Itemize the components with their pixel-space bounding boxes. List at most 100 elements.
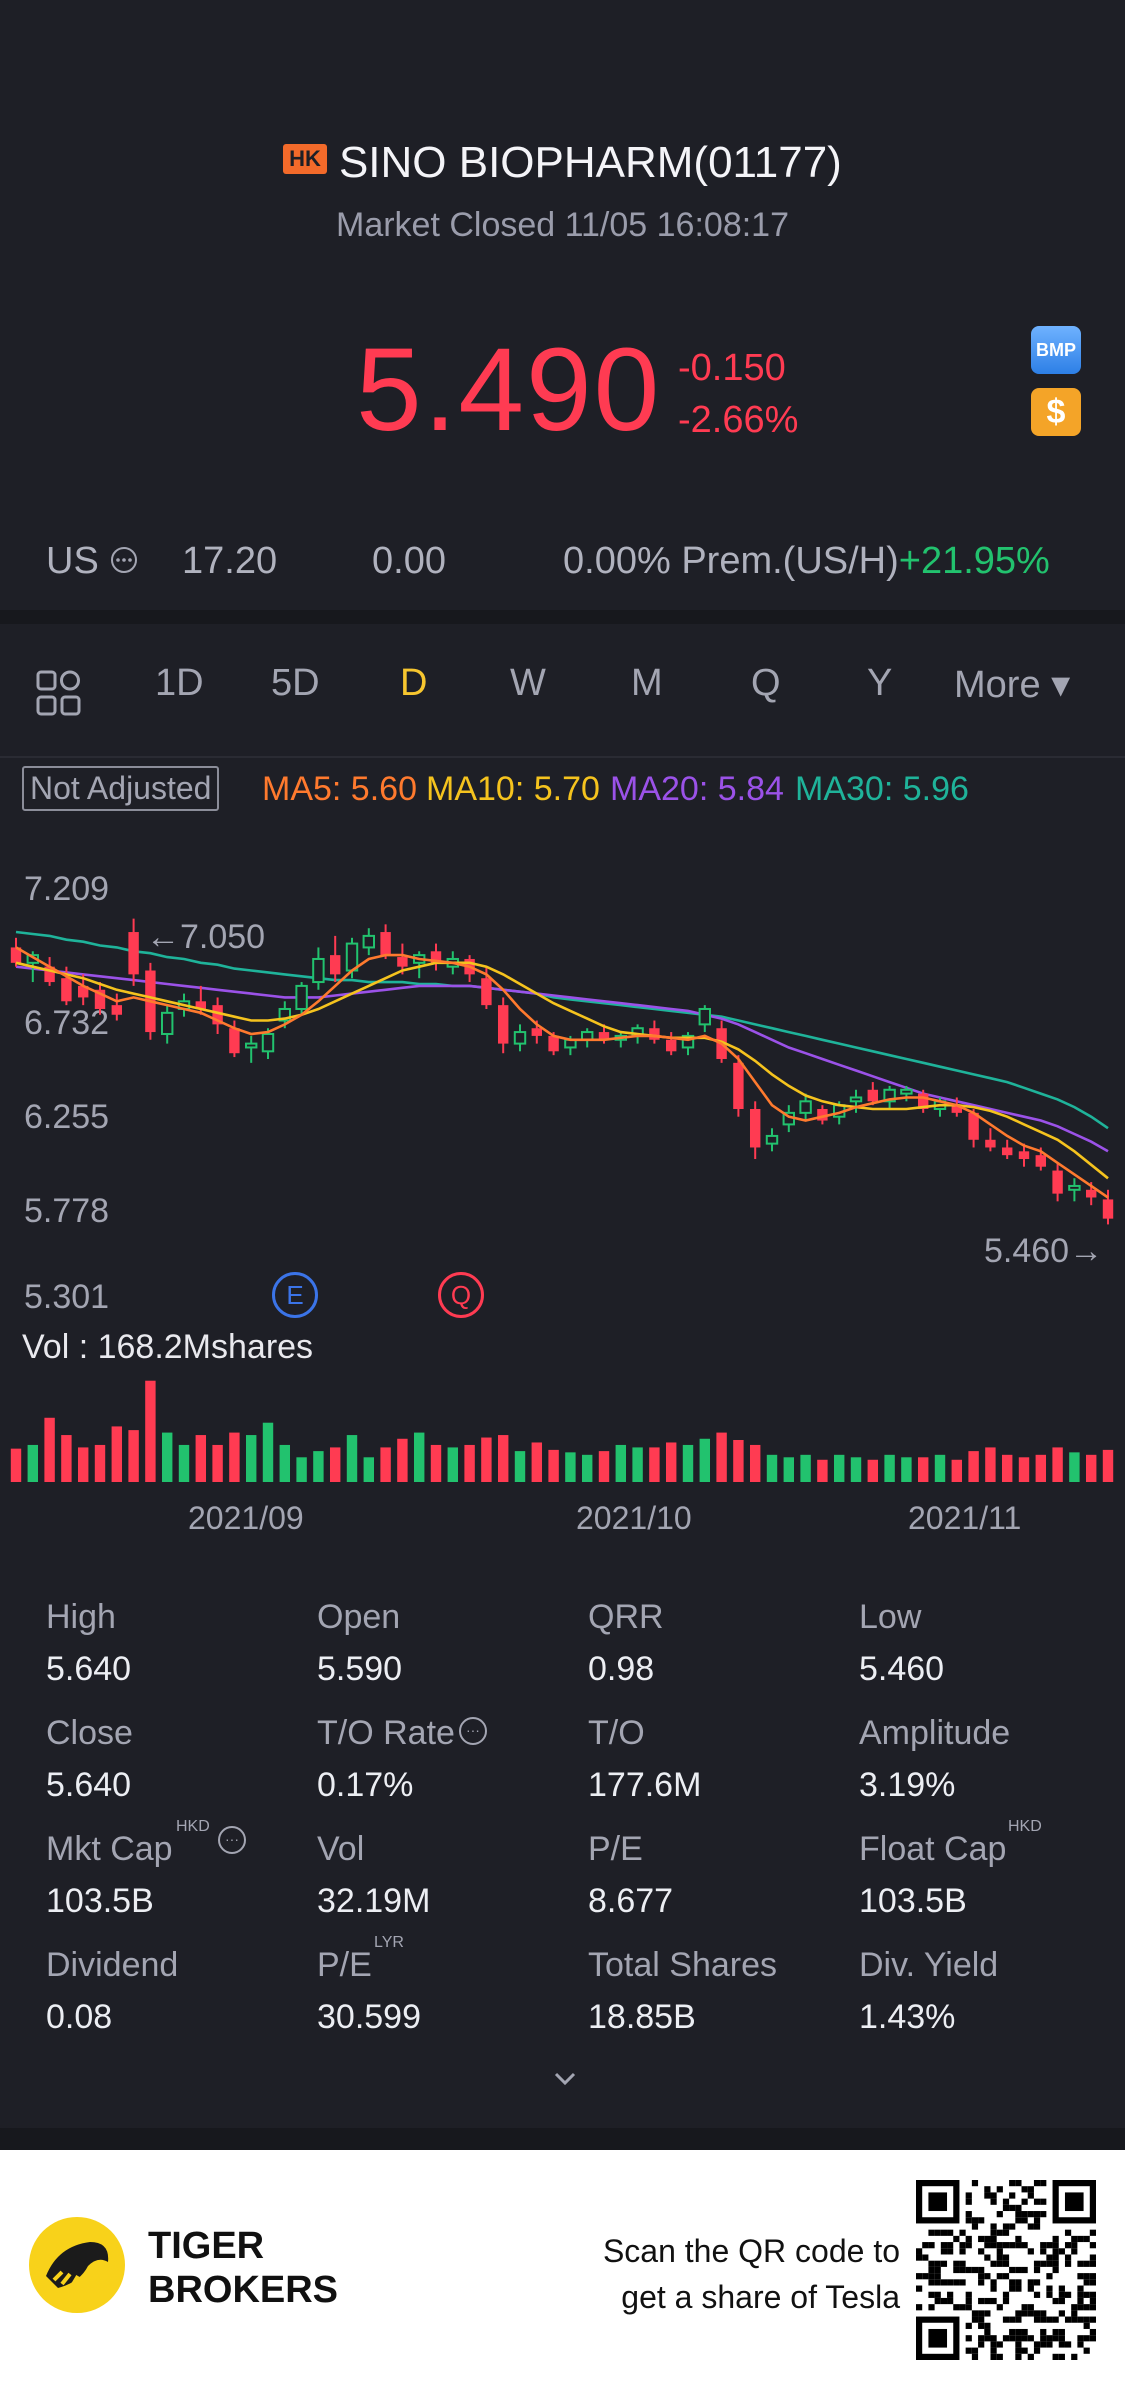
volume-bar: [161, 1432, 173, 1482]
mkt-cap-text: Mkt Cap: [46, 1830, 173, 1868]
candle: [212, 997, 223, 1034]
qr-module: [1002, 2254, 1010, 2261]
tab-month[interactable]: M: [631, 662, 663, 704]
candle-body: [244, 1042, 258, 1049]
qr-module: [1027, 2353, 1034, 2360]
candle: [817, 1105, 828, 1125]
qr-module: [1089, 2335, 1096, 2342]
us-listing-label[interactable]: US: [46, 540, 139, 583]
quarterly-event-icon[interactable]: Q: [438, 1272, 484, 1318]
qr-module: [978, 2279, 985, 2286]
stat-label-turnover-rate[interactable]: T/O Rate ···: [317, 1714, 487, 1753]
qr-module: [953, 2279, 960, 2286]
bmp-icon[interactable]: BMP: [1031, 326, 1081, 374]
tab-day[interactable]: D: [400, 662, 428, 704]
qr-module: [1046, 2254, 1053, 2261]
candle-body: [765, 1134, 779, 1145]
qr-module: [1083, 2260, 1090, 2267]
qr-module: [1040, 2248, 1047, 2255]
candle: [160, 1005, 174, 1044]
qr-module: [1033, 2341, 1041, 2348]
tab-1d[interactable]: 1D: [155, 662, 204, 704]
tab-week[interactable]: W: [510, 662, 546, 704]
qr-code[interactable]: [916, 2180, 1096, 2360]
tab-quarter[interactable]: Q: [751, 662, 781, 704]
qr-module: [1077, 2316, 1084, 2323]
qr-module: [928, 2260, 935, 2267]
qr-module: [922, 2242, 929, 2249]
qr-module: [1083, 2273, 1090, 2280]
qr-module: [1002, 2242, 1010, 2249]
tab-more[interactable]: More ▾: [954, 664, 1071, 706]
candle: [128, 918, 139, 986]
qr-module: [1052, 2242, 1059, 2249]
candle-body: [649, 1028, 660, 1040]
dollar-icon[interactable]: $: [1031, 388, 1081, 436]
candle-body: [430, 951, 442, 963]
qr-module: [996, 2248, 1003, 2255]
chart-layout-icon[interactable]: [36, 670, 82, 716]
expand-chevron-icon[interactable]: [550, 2064, 580, 2094]
volume-bar: [397, 1438, 408, 1482]
earnings-event-icon[interactable]: E: [272, 1272, 318, 1318]
qr-module: [928, 2304, 935, 2311]
candle: [614, 1032, 628, 1048]
qr-module: [990, 2353, 997, 2360]
stat-label-turnover: T/O: [588, 1714, 645, 1752]
stat-label-high: High: [46, 1598, 116, 1636]
mkt-cap-info[interactable]: ···: [214, 1826, 246, 1858]
qr-module: [1021, 2304, 1028, 2311]
stat-value-qrr: 0.98: [588, 1650, 655, 1688]
qr-module: [1083, 2291, 1090, 2298]
y-tick-label: 6.732: [24, 1004, 110, 1042]
qr-module: [978, 2248, 985, 2255]
qr-module: [1058, 2248, 1065, 2255]
qr-module: [959, 2304, 966, 2311]
qr-module: [965, 2347, 972, 2354]
info-icon[interactable]: ···: [218, 1826, 246, 1854]
volume-bar: [615, 1444, 627, 1482]
candlestick-chart[interactable]: [0, 860, 1125, 1280]
qr-module: [1058, 2310, 1065, 2317]
volume-bar: [665, 1442, 677, 1482]
qr-module: [984, 2192, 991, 2199]
volume-bar: [867, 1459, 879, 1482]
section-divider: [0, 610, 1125, 624]
qr-module: [1027, 2223, 1034, 2230]
volume-chart[interactable]: [0, 1370, 1125, 1485]
candle: [649, 1020, 660, 1044]
volume-bar: [968, 1451, 979, 1482]
volume-bar: [850, 1457, 862, 1482]
qr-finder: [928, 2328, 948, 2348]
qr-module: [1052, 2254, 1059, 2261]
qr-finder: [928, 2192, 948, 2212]
qr-module: [990, 2347, 997, 2354]
tab-year[interactable]: Y: [867, 662, 893, 704]
qr-module: [953, 2304, 960, 2311]
candle: [849, 1089, 863, 1113]
qr-module: [1009, 2266, 1016, 2274]
candle-body: [733, 1062, 744, 1110]
stat-label-pe: P/E: [588, 1830, 643, 1868]
qr-module: [1046, 2335, 1053, 2342]
qr-module: [990, 2335, 997, 2342]
candle-body: [1001, 1147, 1013, 1156]
premium-value: +21.95%: [898, 540, 1050, 582]
qr-finder: [1064, 2192, 1084, 2212]
qr-module: [1071, 2248, 1078, 2255]
tab-5d[interactable]: 5D: [271, 662, 320, 704]
market-status: Market Closed 11/05 16:08:17: [336, 206, 789, 244]
qr-module: [996, 2229, 1003, 2236]
qr-module: [1089, 2304, 1096, 2311]
ma20-line: [15, 965, 1109, 1153]
volume-bar: [497, 1435, 509, 1482]
qr-module: [928, 2229, 935, 2236]
qr-module: [1089, 2291, 1096, 2298]
info-icon[interactable]: ···: [458, 1717, 487, 1746]
stat-label-mkt-cap[interactable]: Mkt Cap: [46, 1830, 173, 1869]
qr-module: [1015, 2279, 1022, 2286]
stat-label-amplitude: Amplitude: [859, 1714, 1011, 1752]
currency-sup: HKD: [176, 1818, 210, 1835]
candle-body: [295, 984, 308, 1010]
adjustment-toggle[interactable]: Not Adjusted: [22, 766, 220, 811]
